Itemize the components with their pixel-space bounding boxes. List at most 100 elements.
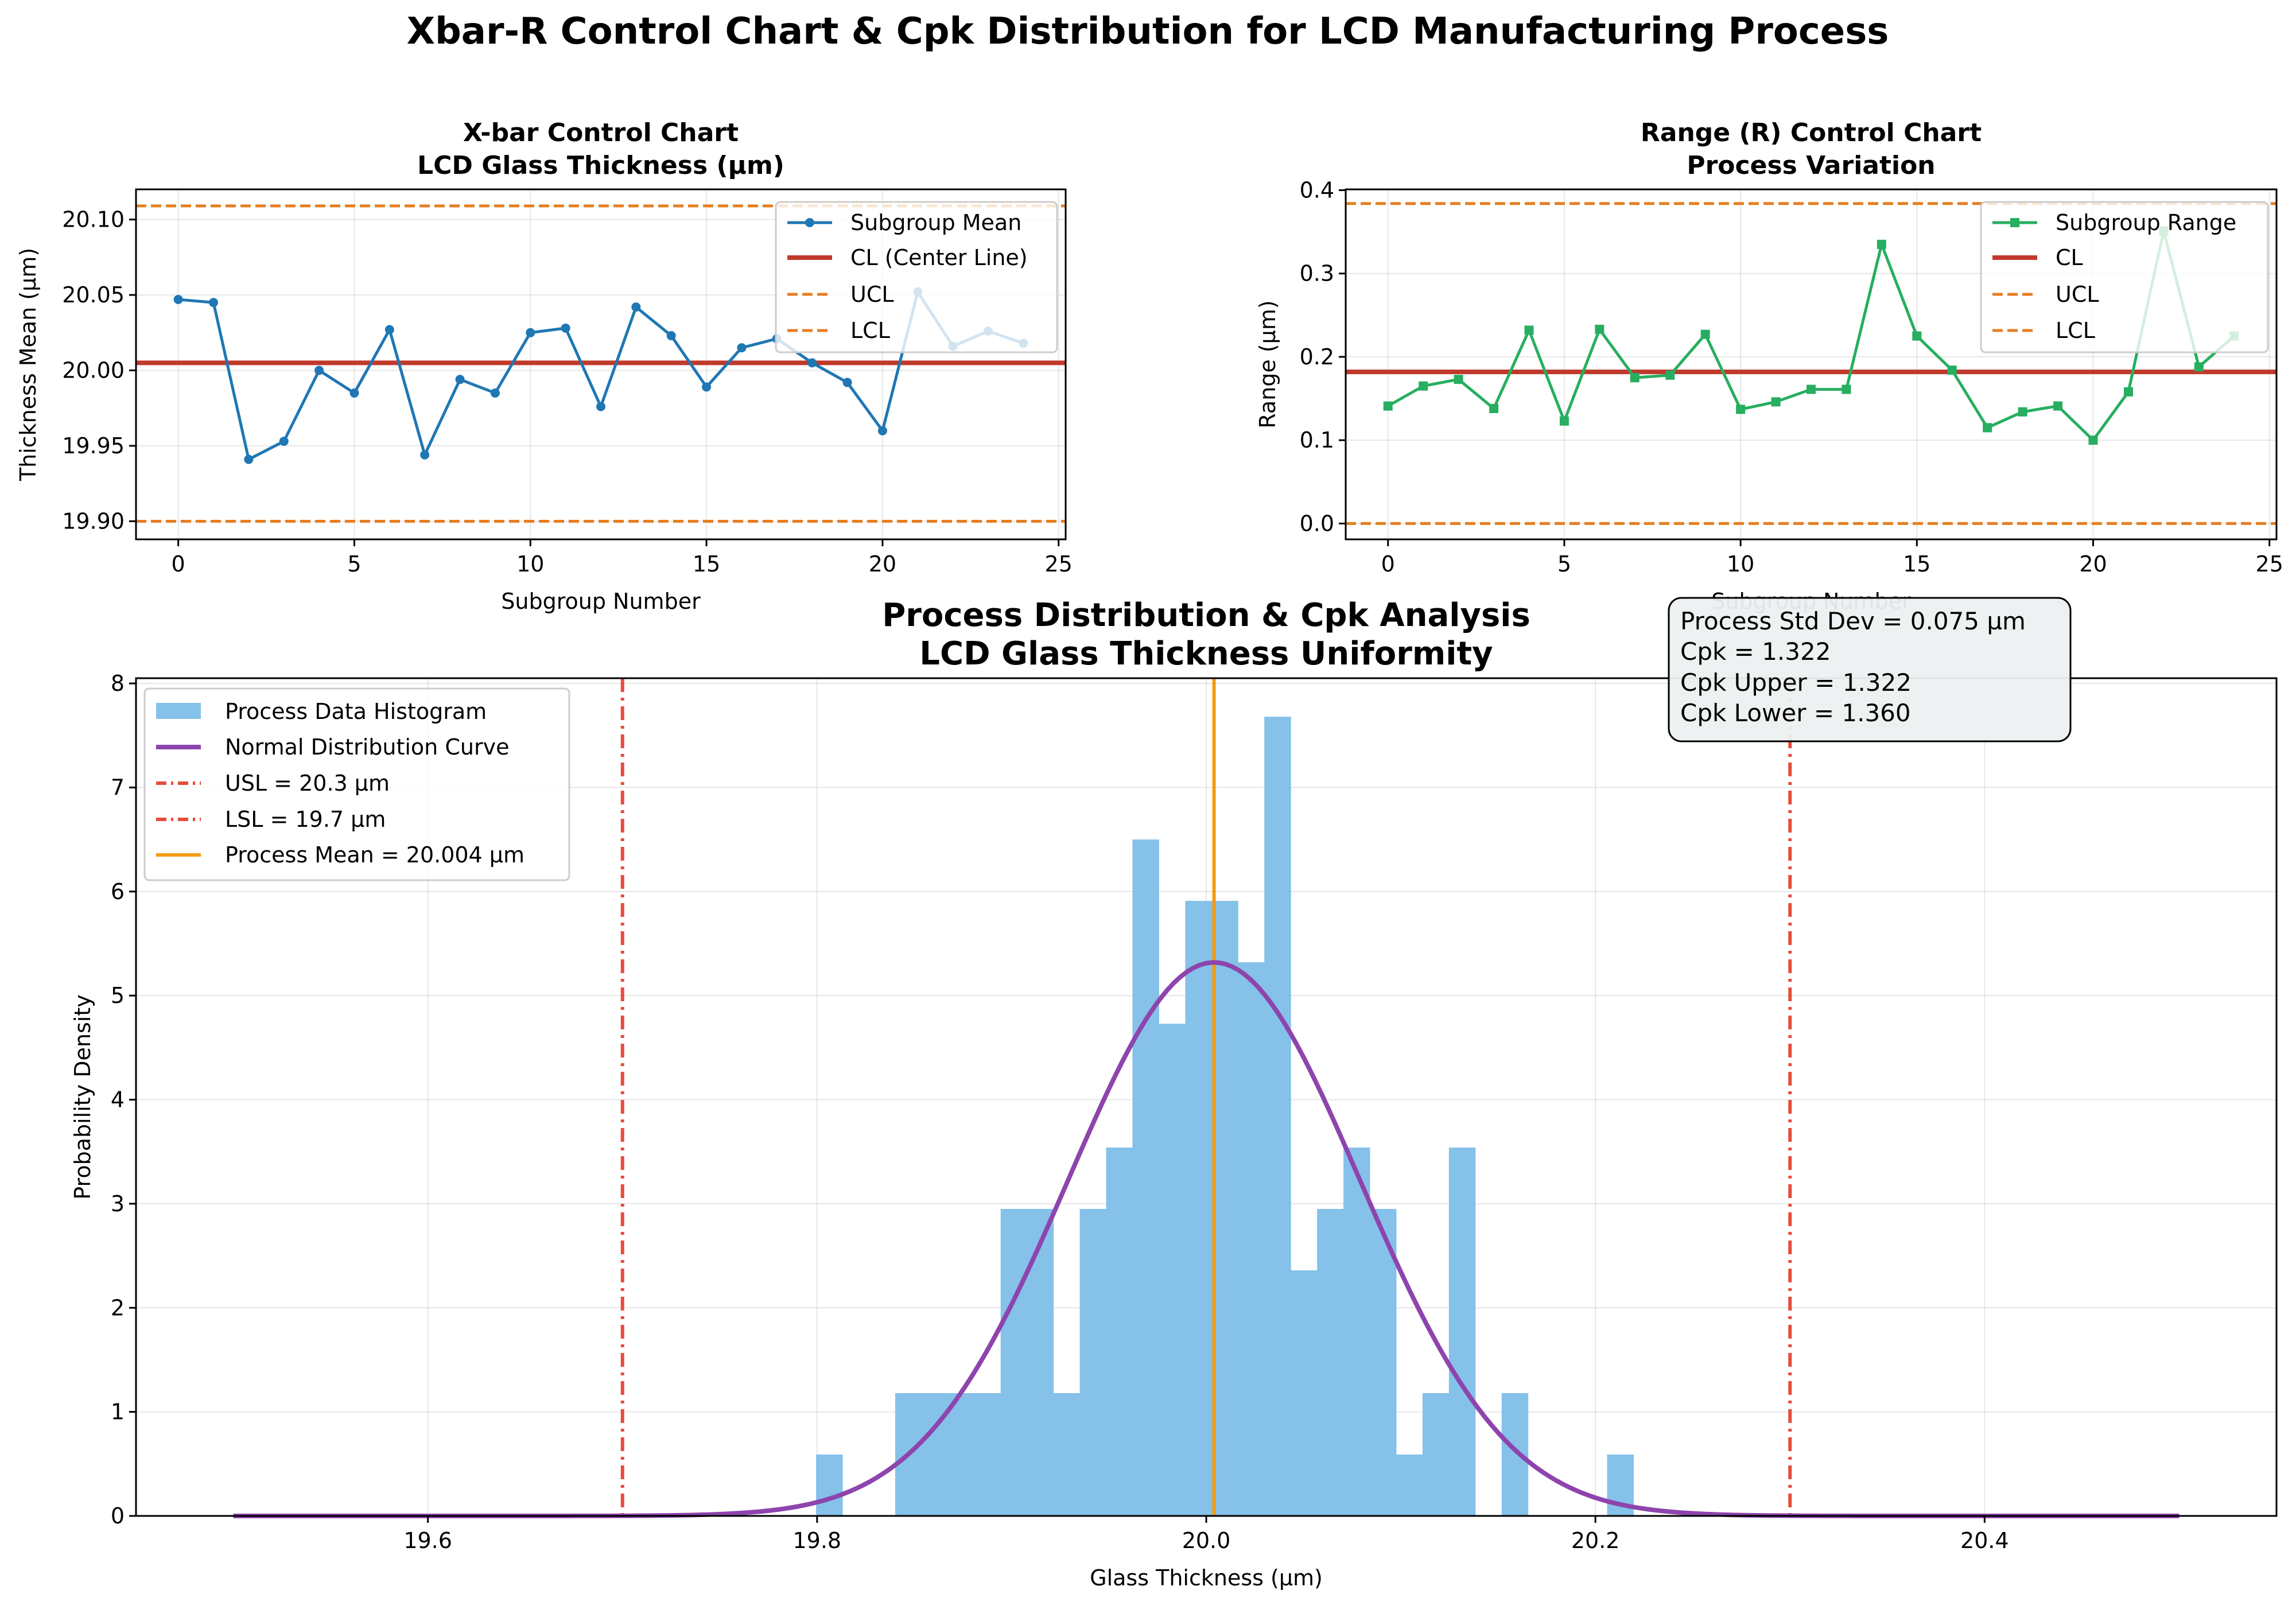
histogram-bar (1132, 839, 1159, 1516)
histogram-bar (1264, 717, 1291, 1516)
distribution-y-tick-label: 6 (111, 879, 125, 904)
range-y-tick-label: 0.1 (1300, 427, 1334, 453)
range-legend: Subgroup Range CL UCL LCL (1980, 201, 2269, 353)
range-title-line1: Range (R) Control Chart (1641, 118, 1982, 147)
xbar-series (173, 287, 1028, 464)
xbar-x-tick-label: 5 (347, 551, 361, 577)
range-data-point (1700, 329, 1710, 339)
legend-label-lsl: LSL = 19.7 µm (225, 807, 386, 832)
stats-cpk-lower: Cpk Lower = 1.360 (1680, 699, 1911, 727)
histogram-bar (1291, 1270, 1318, 1516)
xbar-data-point (490, 388, 500, 398)
range-y-tick-label: 0.3 (1300, 261, 1334, 286)
xbar-data-point (420, 450, 430, 460)
range-data-point (1665, 370, 1675, 380)
xbar-data-point (314, 365, 324, 375)
legend-label-subgroup-range: Subgroup Range (2056, 210, 2236, 235)
xbar-data-point (349, 388, 359, 398)
histogram-bar (1159, 1024, 1186, 1516)
xbar-x-tick-label: 20 (869, 551, 896, 577)
xbar-title-line1: X-bar Control Chart (463, 118, 739, 147)
xbar-y-axis-label: Thickness Mean (µm) (15, 248, 41, 481)
range-data-point (1559, 416, 1569, 426)
stats-cpk: Cpk = 1.322 (1680, 637, 1831, 666)
xbar-data-point (279, 437, 289, 446)
distribution-ticks: 19.6 19.8 20.0 20.2 20.4 0 1 2 3 4 5 6 7 8 (111, 671, 2009, 1553)
xbar-title-line2: LCD Glass Thickness (µm) (417, 151, 784, 180)
range-data-point (1983, 423, 1992, 433)
xbar-data-point (631, 302, 641, 312)
range-x-tick-label: 20 (2079, 551, 2107, 577)
stats-cpk-upper: Cpk Upper = 1.322 (1680, 668, 1912, 697)
distribution-y-tick-label: 2 (111, 1295, 125, 1320)
xbar-legend: Subgroup Mean CL (Center Line) UCL LCL (775, 201, 1058, 353)
histogram-bar (1027, 1208, 1054, 1516)
range-data-point (1524, 325, 1534, 335)
xbar-x-axis-label: Subgroup Number (501, 589, 701, 614)
range-data-point (2088, 435, 2098, 445)
histogram-bars (816, 717, 1634, 1516)
xbar-data-point (877, 426, 887, 435)
histogram-bar (921, 1393, 949, 1516)
stats-std-dev: Process Std Dev = 0.075 µm (1680, 607, 2026, 635)
figure-suptitle: Xbar-R Control Chart & Cpk Distribution … (407, 10, 1889, 53)
xbar-data-point (455, 375, 465, 384)
range-data-point (1630, 373, 1640, 383)
xbar-x-tick-label: 25 (1045, 551, 1073, 577)
xbar-data-point (666, 331, 676, 341)
legend-label-normal-curve: Normal Distribution Curve (225, 734, 509, 760)
range-x-tick-label: 15 (1903, 551, 1930, 577)
xbar-control-lines (136, 204, 1066, 523)
legend-label-range-cl: CL (2056, 245, 2083, 270)
range-data-point (1383, 401, 1393, 411)
xbar-plot-frame (135, 188, 1067, 540)
xbar-data-point (737, 343, 747, 353)
xbar-y-tick-label: 20.05 (62, 282, 125, 308)
legend-label-center-line: CL (Center Line) (850, 245, 1028, 270)
distribution-y-tick-label: 1 (111, 1399, 125, 1425)
histogram-bar (1370, 1208, 1397, 1516)
legend-label-lcl: LCL (850, 318, 890, 343)
range-x-tick-label: 25 (2256, 551, 2283, 577)
histogram-bar (1317, 1208, 1344, 1516)
distribution-y-tick-label: 5 (111, 983, 125, 1008)
histogram-bar (1343, 1147, 1370, 1516)
range-data-point (1947, 365, 1957, 375)
histogram-bar (974, 1393, 1001, 1516)
legend-marker-subgroup-range (2010, 218, 2019, 227)
range-data-point (1419, 381, 1428, 391)
distribution-y-tick-label: 0 (111, 1503, 125, 1529)
range-data-point (2018, 407, 2027, 417)
legend-swatch-histogram (156, 703, 201, 719)
distribution-y-tick-label: 7 (111, 775, 125, 800)
range-title-line2: Process Variation (1687, 151, 1935, 180)
xbar-data-point (244, 454, 254, 464)
xbar-data-point (526, 328, 535, 337)
legend-label-range-lcl: LCL (2056, 318, 2095, 343)
distribution-legend: Process Data Histogram Normal Distributi… (143, 687, 570, 881)
distribution-y-tick-label: 8 (111, 671, 125, 696)
range-plot-frame (1345, 188, 2278, 540)
range-data-point (1454, 375, 1463, 384)
legend-marker-subgroup-mean (805, 218, 814, 227)
range-data-point (1771, 397, 1781, 407)
distribution-y-tick-label: 3 (111, 1191, 125, 1216)
distribution-x-tick-label: 19.6 (403, 1528, 452, 1553)
distribution-y-axis-label: Probability Density (70, 994, 95, 1199)
distribution-title-line1: Process Distribution & Cpk Analysis (882, 597, 1530, 634)
xbar-data-point (561, 323, 570, 333)
xbar-x-tick-label: 15 (693, 551, 720, 577)
histogram-bar (1211, 901, 1238, 1516)
histogram-bar (1106, 1147, 1133, 1516)
range-data-point (2194, 362, 2204, 372)
xbar-chart: 0 5 10 15 20 25 19.90 19.95 20.00 20.05 20.10 X-ba… (15, 118, 1073, 614)
xbar-y-tick-label: 19.95 (62, 433, 125, 458)
histogram-bar (1185, 901, 1212, 1516)
range-data-point (2123, 387, 2133, 396)
distribution-title-line2: LCD Glass Thickness Uniformity (919, 635, 1493, 672)
range-data-point (1807, 384, 1816, 394)
xbar-data-point (702, 382, 712, 392)
legend-label-subgroup-mean: Subgroup Mean (850, 210, 1021, 235)
specification-lines (620, 678, 1792, 1516)
